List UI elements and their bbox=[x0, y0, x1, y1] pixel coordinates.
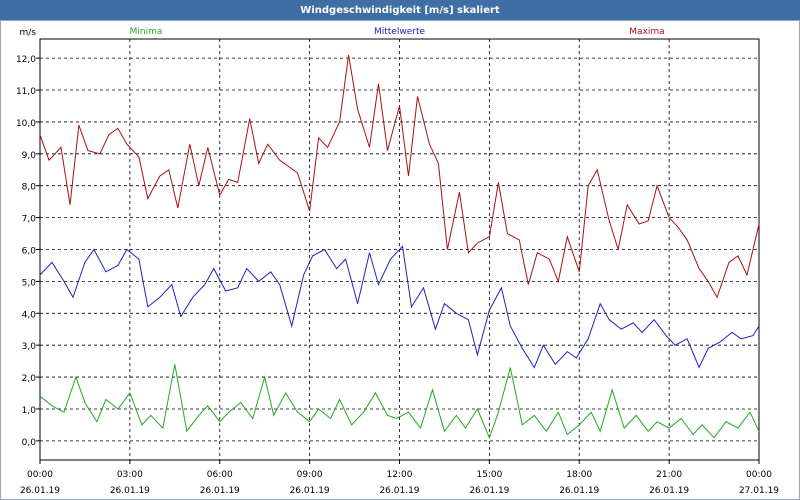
y-tick-label: 3,0 bbox=[22, 342, 37, 352]
x-tick-label-time: 21:00 bbox=[656, 470, 682, 480]
chart-area: 0,0 1,0 2,0 3,0 4,0 5,0 6,0 7,0 8,0 9,0 10,0 11,0 12… bbox=[0, 20, 800, 500]
x-tick-label-time: 15:00 bbox=[476, 470, 502, 480]
x-tick-label-time: 09:00 bbox=[297, 470, 323, 480]
y-tick-label: 11,0 bbox=[16, 87, 36, 97]
x-tick-label-date: 27.01.19 bbox=[739, 486, 779, 496]
y-tick-label: 12,0 bbox=[16, 55, 36, 65]
x-tick-label-date: 26.01.19 bbox=[379, 486, 419, 496]
x-tick-label-date: 26.01.19 bbox=[649, 486, 689, 496]
x-tick-label-time: 06:00 bbox=[207, 470, 233, 480]
y-tick-label: 9,0 bbox=[22, 151, 37, 161]
y-axis-label: m/s bbox=[20, 28, 37, 38]
y-tick-label: 10,0 bbox=[16, 119, 36, 129]
legend-maxima: Maxima bbox=[629, 27, 664, 37]
wind-speed-chart: 0,0 1,0 2,0 3,0 4,0 5,0 6,0 7,0 8,0 9,0 10,0 11,0 12… bbox=[16, 27, 779, 496]
y-tick-label: 5,0 bbox=[22, 278, 37, 288]
x-tick-label-date: 26.01.19 bbox=[290, 486, 330, 496]
x-tick-label-time: 00:00 bbox=[27, 470, 53, 480]
x-tick-label-time: 12:00 bbox=[387, 470, 413, 480]
chart-title: Windgeschwindigkeit [m/s] skaliert bbox=[300, 4, 500, 16]
x-tick-label-time: 18:00 bbox=[566, 470, 592, 480]
x-tick-label-date: 26.01.19 bbox=[110, 486, 150, 496]
x-tick-label-time: 00:00 bbox=[746, 470, 772, 480]
chart-title-bar: Windgeschwindigkeit [m/s] skaliert bbox=[0, 0, 800, 20]
series-line-mittelwerte bbox=[39, 245, 760, 369]
y-tick-label: 4,0 bbox=[22, 310, 37, 320]
x-tick-label-date: 26.01.19 bbox=[200, 486, 240, 496]
legend-mittelwerte: Mittelwerte bbox=[374, 27, 425, 37]
x-tick-label-time: 03:00 bbox=[117, 470, 143, 480]
series-line-minima bbox=[39, 364, 760, 440]
y-tick-label: 0,0 bbox=[22, 438, 37, 448]
legend-minima: Minima bbox=[130, 27, 163, 37]
y-tick-label: 2,0 bbox=[22, 374, 37, 384]
series-line-maxima bbox=[39, 54, 760, 299]
x-tick-label-date: 26.01.19 bbox=[469, 486, 509, 496]
y-tick-label: 7,0 bbox=[22, 215, 37, 225]
y-tick-label: 8,0 bbox=[22, 183, 37, 193]
x-tick-label-date: 26.01.19 bbox=[20, 486, 60, 496]
y-tick-label: 1,0 bbox=[22, 406, 37, 416]
x-tick-label-date: 26.01.19 bbox=[559, 486, 599, 496]
y-tick-label: 6,0 bbox=[22, 247, 37, 257]
